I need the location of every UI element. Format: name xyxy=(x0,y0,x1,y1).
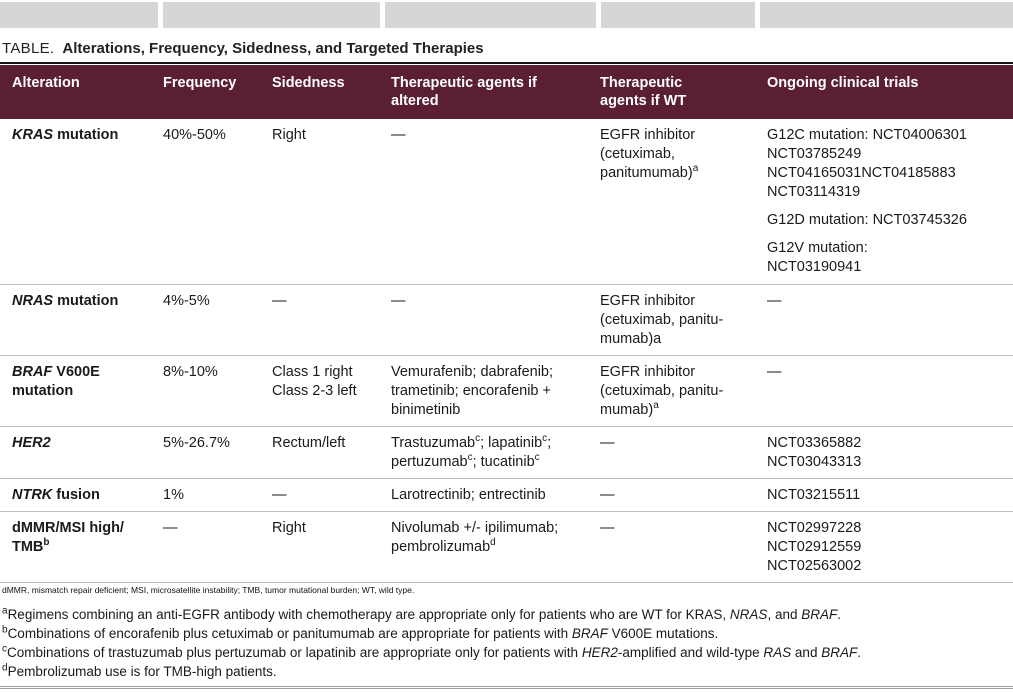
table-cell: Larotrectinib; entrectinib xyxy=(391,487,546,503)
divider xyxy=(0,686,1013,687)
table-cell: NCT02997228 NCT02912559 NCT02563002 xyxy=(767,520,862,574)
column-header: Frequency xyxy=(163,75,237,91)
page-crop-top xyxy=(0,2,1013,28)
column-divider xyxy=(158,2,163,28)
table-cell: NCT03365882 NCT03043313 xyxy=(767,435,862,470)
table-cell: — xyxy=(600,487,615,503)
alteration-cell: dMMR/MSI high/TMBb xyxy=(12,520,124,555)
table-cell: 40%-50% xyxy=(163,127,226,143)
table-row: HER2 5%-26.7% Rectum/left Trastuzumabc; lap… xyxy=(0,427,1013,479)
alteration-cell: BRAF V600E mutation xyxy=(12,364,100,399)
table-cell: Right xyxy=(272,520,306,536)
table-cell: NCT03215511 xyxy=(767,487,861,503)
column-header: Sidedness xyxy=(272,75,345,91)
column-header: Alteration xyxy=(12,75,80,91)
table-cell: EGFR inhibitor (cetuximab, panitu-mumab)a xyxy=(600,293,724,347)
table-cell: Nivolumab +/- ipilimumab; pembrolizumabd xyxy=(391,520,559,555)
footnote: aRegimens combining an anti-EGFR antibod… xyxy=(2,605,841,622)
footnote: cCombinations of trastuzumab plus pertuz… xyxy=(2,643,861,660)
table-cell: — xyxy=(600,435,615,451)
table-cell: — xyxy=(767,293,782,309)
table-header-row: Alteration Frequency Sidedness Therapeutic … xyxy=(0,65,1013,119)
table-cell: Rectum/left xyxy=(272,435,346,451)
table-cell: 4%-5% xyxy=(163,293,210,309)
table-cell: Vemurafenib; dabrafenib; trametinib; enco… xyxy=(391,364,554,418)
column-divider xyxy=(596,2,601,28)
column-header: Therapeutic agents if altered xyxy=(391,75,537,109)
table-cell: — xyxy=(272,487,287,503)
divider xyxy=(0,62,1013,64)
table-cell: — xyxy=(391,127,406,143)
table-title: Alterations, Frequency, Sidedness, and T… xyxy=(62,40,484,57)
table-label: TABLE. xyxy=(2,40,55,57)
footnotes-list: aRegimens combining an anti-EGFR antibod… xyxy=(0,605,1013,681)
table-cell: G12C mutation: NCT04006301 NCT03785249 NCT… xyxy=(767,127,967,275)
abbreviations-note: dMMR, mismatch repair deficient; MSI, mi… xyxy=(2,585,415,595)
table-caption: TABLE. Alterations, Frequency, Sidedness,… xyxy=(0,28,1013,62)
footnote: bCombinations of encorafenib plus cetuxi… xyxy=(2,624,719,641)
alteration-cell: NTRK fusion xyxy=(12,487,100,503)
footnote: dPembrolizumab use is for TMB-high patie… xyxy=(2,662,277,679)
table-cell: Trastuzumabc; lapatinibc; pertuzumabc; tu… xyxy=(391,433,552,470)
divider xyxy=(0,688,1013,689)
table-cell: Class 1 right Class 2-3 left xyxy=(272,364,357,399)
table-cell: — xyxy=(600,520,615,536)
table-cell: 5%-26.7% xyxy=(163,435,230,451)
table-row: NTRK fusion 1% — Larotrectinib; entrectinib… xyxy=(0,479,1013,512)
table-cell: 8%-10% xyxy=(163,364,218,380)
table-cell: Right xyxy=(272,127,306,143)
table-cell: — xyxy=(767,364,782,380)
table-cell: EGFR inhibitor (cetuximab, panitumumab)a xyxy=(600,127,699,181)
table-cell: — xyxy=(272,293,287,309)
table-cell: EGFR inhibitor (cetuximab, panitu-mumab)a xyxy=(600,364,724,418)
table-row: dMMR/MSI high/TMBb — Right Nivolumab +/- ip… xyxy=(0,512,1013,583)
column-divider xyxy=(380,2,385,28)
table-cell: 1% xyxy=(163,487,184,503)
table-body: KRAS mutation 40%-50% Right — EGFR inhibitor… xyxy=(0,119,1013,583)
table-row: KRAS mutation 40%-50% Right — EGFR inhibitor… xyxy=(0,119,1013,285)
column-header: Ongoing clinical trials xyxy=(767,75,919,91)
alteration-cell: KRAS mutation xyxy=(12,127,119,143)
alteration-cell: NRAS mutation xyxy=(12,293,119,309)
table-row: BRAF V600E mutation 8%-10% Class 1 right Cla… xyxy=(0,356,1013,427)
column-header: Therapeutic agents if WT xyxy=(600,75,687,109)
table-cell: — xyxy=(391,293,406,309)
alteration-cell: HER2 xyxy=(12,435,51,451)
table-cell: — xyxy=(163,520,178,536)
column-divider xyxy=(755,2,760,28)
table-row: NRAS mutation 4%-5% — — EGFR inhibitor (cetux… xyxy=(0,285,1013,356)
